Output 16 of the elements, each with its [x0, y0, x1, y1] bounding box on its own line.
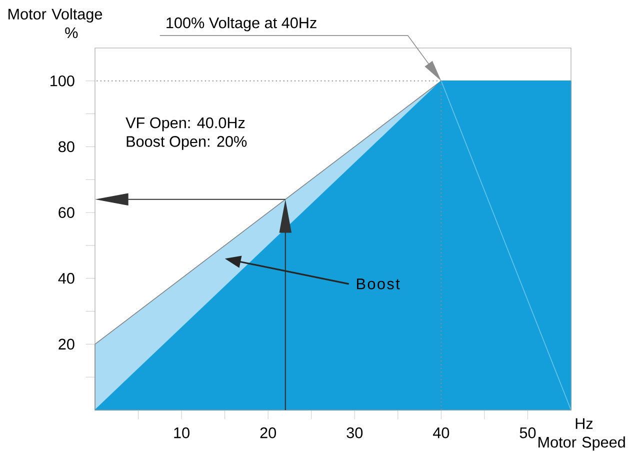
y-tick-label: 60 [58, 207, 74, 218]
x-tick-label: 20 [260, 427, 276, 438]
y-tick-label: 80 [58, 141, 74, 152]
x-tick-label: 10 [174, 427, 190, 438]
y-tick-label: 40 [58, 272, 74, 284]
x-axis-title: Hz Motor Speed [538, 418, 625, 451]
annotation: Boost [357, 278, 400, 290]
y-tick-label: 20 [58, 338, 74, 350]
x-tick-label: 30 [346, 427, 363, 438]
y-tick-label: 100 [50, 75, 74, 86]
y-axis-title: Motor Voltage % [8, 8, 102, 38]
x-tick-label: 50 [520, 427, 536, 438]
annotation: VF Open: 40.0Hz [126, 117, 245, 132]
text: 100% Voltage at 40Hz [166, 17, 316, 32]
annotation: Boost Open: 20% [126, 136, 247, 150]
x-tick-label: 40 [433, 427, 450, 438]
